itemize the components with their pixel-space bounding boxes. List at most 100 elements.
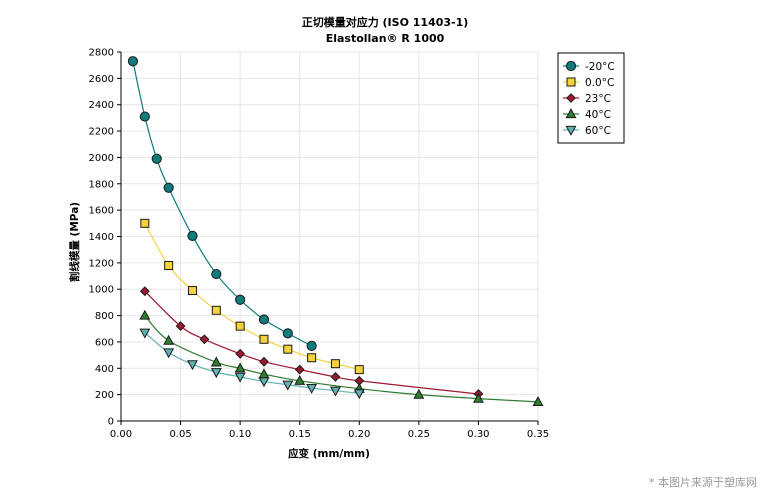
data-point	[472, 392, 484, 403]
x-tick-label: 0.10	[229, 429, 251, 440]
x-tick-label: 0.00	[110, 429, 132, 440]
series-4	[139, 328, 365, 400]
x-tick-label: 0.15	[289, 429, 311, 440]
legend-marker	[566, 93, 576, 103]
data-point	[199, 334, 210, 345]
data-point	[234, 372, 246, 383]
data-point	[258, 377, 270, 388]
x-tick-label: 0.20	[348, 429, 370, 440]
series-line	[144, 315, 539, 403]
data-point	[140, 218, 150, 228]
data-point	[163, 182, 174, 193]
data-point	[330, 359, 340, 369]
legend-label: 23°C	[585, 93, 611, 105]
legend: -20°C 0.0°C 23°C 40°C 60°C	[557, 52, 625, 144]
legend-label: 60°C	[585, 125, 611, 137]
data-point	[211, 268, 222, 280]
data-point	[151, 153, 162, 164]
legend-label: -20°C	[585, 61, 615, 73]
data-point	[235, 348, 246, 359]
chart-subtitle: Elastollan® R 1000	[326, 32, 445, 45]
data-point	[354, 365, 364, 375]
data-point	[210, 368, 222, 379]
series-line	[144, 223, 360, 371]
data-point	[259, 356, 269, 367]
y-tick-label: 1800	[89, 179, 114, 190]
data-point	[163, 334, 175, 345]
legend-item: 60°C	[563, 125, 611, 137]
data-point	[306, 383, 318, 394]
y-tick-label: 0	[108, 417, 114, 428]
y-tick-label: 2000	[89, 153, 114, 164]
x-tick-label: 0.35	[527, 429, 549, 440]
data-point	[211, 305, 221, 315]
x-tick-label: 0.25	[408, 429, 430, 440]
y-tick-label: 1600	[89, 206, 114, 217]
watermark-text: * 本图片来源于塑库网	[649, 475, 757, 489]
data-point	[139, 328, 151, 339]
legend-item: -20°C	[563, 60, 615, 73]
y-axis-label: 割线模量 (MPa)	[68, 202, 81, 282]
y-tick-label: 1400	[89, 232, 114, 243]
legend-marker	[566, 77, 576, 87]
data-point	[294, 364, 305, 375]
x-tick-label: 0.05	[169, 429, 191, 440]
y-tick-label: 800	[95, 311, 114, 322]
legend-item: 40°C	[563, 108, 611, 121]
y-tick-label: 1200	[89, 258, 114, 269]
axes: 0 200 400 600 800 1000 1200 1400 1600 1800 2000 220…	[89, 48, 550, 441]
data-point	[330, 386, 341, 397]
series-line	[144, 332, 360, 394]
x-tick-label: 0.30	[467, 429, 489, 440]
y-tick-label: 2600	[89, 74, 114, 85]
data-point	[307, 353, 317, 363]
data-point	[164, 260, 174, 270]
data-point	[353, 389, 365, 400]
data-point	[175, 321, 186, 332]
data-point	[294, 374, 306, 385]
data-point	[235, 294, 246, 305]
data-point	[210, 356, 222, 367]
legend-label: 0.0°C	[585, 77, 614, 89]
legend-marker	[565, 108, 577, 119]
series-1	[140, 218, 364, 375]
series-group	[127, 56, 544, 406]
x-axis-label: 应变 (mm/mm)	[288, 447, 370, 460]
y-tick-label: 1000	[89, 285, 114, 296]
legend-marker	[565, 125, 577, 136]
data-point	[187, 230, 198, 241]
data-point	[234, 362, 246, 373]
data-point	[259, 334, 269, 344]
grid	[121, 51, 539, 421]
data-point	[139, 286, 150, 297]
y-tick-label: 600	[95, 337, 114, 348]
series-0	[127, 56, 317, 351]
data-point	[532, 396, 544, 406]
data-point	[282, 380, 294, 391]
data-point	[187, 360, 198, 371]
y-tick-label: 200	[95, 390, 114, 401]
data-point	[306, 340, 317, 351]
legend-marker	[565, 60, 577, 72]
data-point	[283, 344, 293, 354]
y-tick-label: 2800	[89, 48, 114, 59]
data-point	[258, 314, 270, 325]
data-point	[282, 328, 293, 339]
y-tick-label: 400	[95, 364, 114, 375]
legend-item: 0.0°C	[563, 77, 614, 89]
data-point	[235, 321, 245, 331]
data-point	[139, 111, 150, 122]
legend-label: 40°C	[585, 109, 611, 121]
series-line	[132, 61, 312, 347]
chart-title: 正切模量对应力 (ISO 11403-1)	[302, 15, 469, 29]
y-tick-label: 2200	[89, 127, 114, 138]
chart-title-group: 正切模量对应力 (ISO 11403-1) Elastollan® R 1000	[302, 15, 469, 45]
data-point	[413, 388, 425, 399]
data-point	[163, 348, 175, 359]
data-point	[139, 309, 151, 320]
data-point	[127, 56, 139, 67]
data-point	[187, 286, 197, 296]
y-tick-label: 2400	[89, 100, 114, 111]
data-point	[330, 371, 341, 382]
